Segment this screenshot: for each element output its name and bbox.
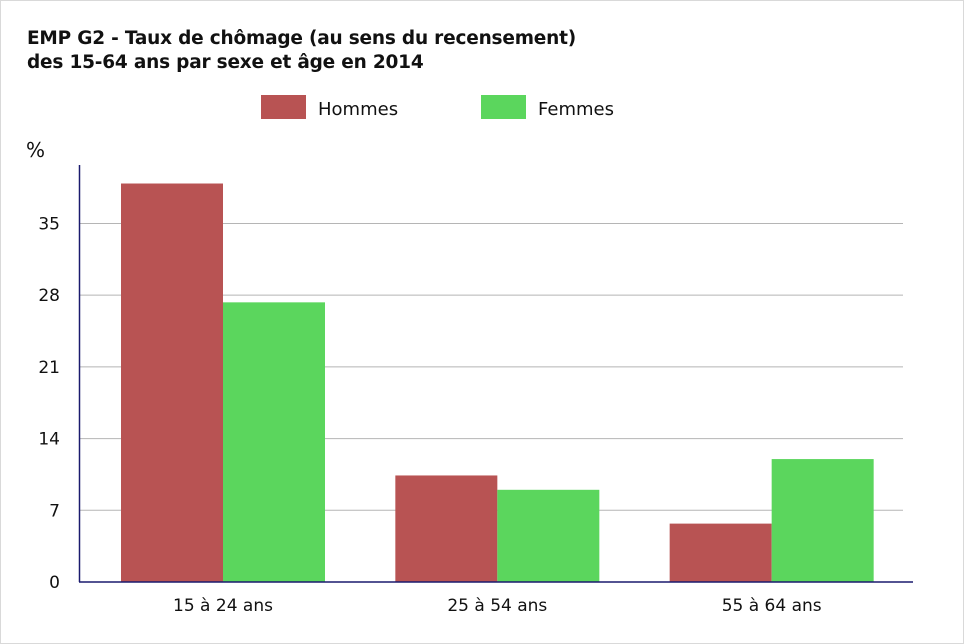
y-tick-label-7: 7 bbox=[49, 501, 60, 521]
bar-femmes-25-a-54-ans bbox=[497, 489, 600, 582]
legend-swatch-femmes bbox=[481, 95, 526, 119]
x-tick-labels: 15 à 24 ans 25 à 54 ans 55 à 64 ans bbox=[173, 596, 822, 616]
x-tick-label-15-a-24-ans: 15 à 24 ans bbox=[173, 596, 273, 616]
y-tick-labels: 0 7 14 21 28 35 bbox=[38, 214, 60, 593]
bar-hommes-15-a-24-ans bbox=[121, 183, 223, 582]
bar-femmes-15-a-24-ans bbox=[223, 302, 325, 582]
y-tick-label-35: 35 bbox=[38, 214, 60, 234]
legend: Hommes Femmes bbox=[261, 95, 614, 120]
y-axis-label: % bbox=[26, 138, 45, 162]
bar-femmes-55-a-64-ans bbox=[771, 459, 874, 582]
legend-label-hommes: Hommes bbox=[318, 99, 398, 120]
y-tick-label-14: 14 bbox=[38, 430, 60, 450]
y-tick-label-28: 28 bbox=[38, 286, 60, 306]
x-tick-label-25-a-54-ans: 25 à 54 ans bbox=[447, 596, 547, 616]
bar-hommes-25-a-54-ans bbox=[395, 475, 498, 582]
y-tick-label-21: 21 bbox=[38, 358, 60, 378]
chart-title-line-2: des 15-64 ans par sexe et âge en 2014 bbox=[27, 52, 424, 73]
legend-swatch-hommes bbox=[261, 95, 306, 119]
chart-title-line-1: EMP G2 - Taux de chômage (au sens du rec… bbox=[27, 28, 576, 49]
y-tick-label-0: 0 bbox=[49, 573, 60, 593]
bar-hommes-55-a-64-ans bbox=[669, 523, 772, 582]
x-tick-label-55-a-64-ans: 55 à 64 ans bbox=[722, 596, 822, 616]
chart-title: EMP G2 - Taux de chômage (au sens du rec… bbox=[27, 27, 576, 75]
bars bbox=[121, 183, 874, 582]
legend-label-femmes: Femmes bbox=[538, 99, 614, 120]
